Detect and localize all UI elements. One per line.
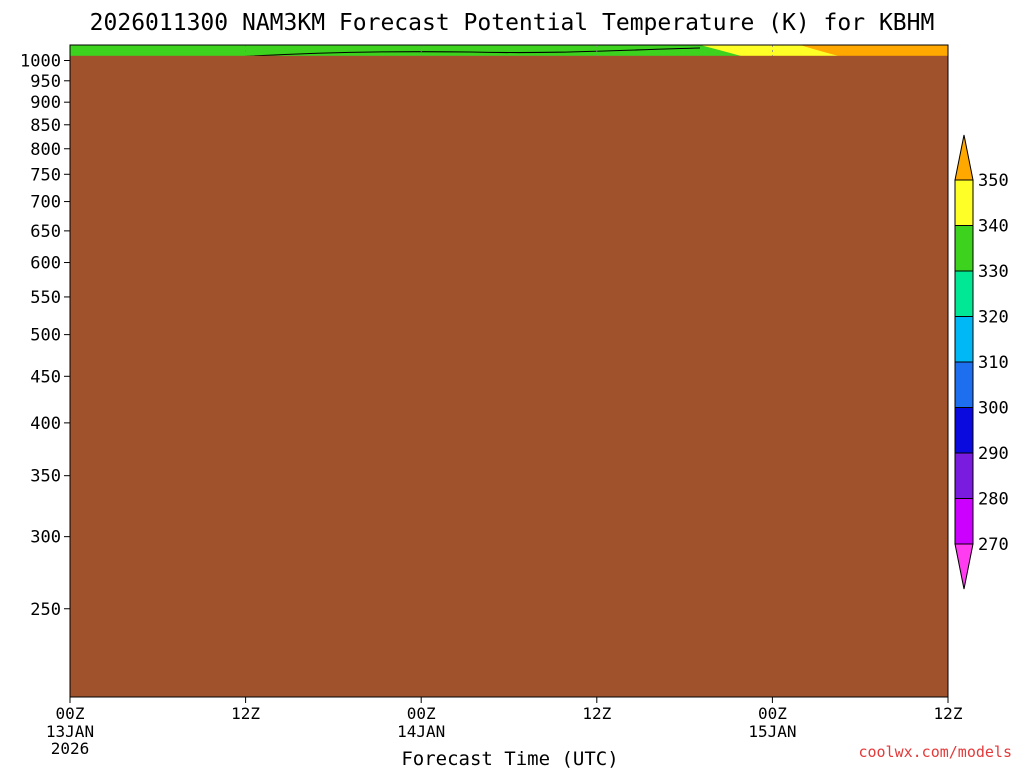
colorbar-top-arrow bbox=[954, 134, 974, 181]
colorbar-segment bbox=[954, 452, 974, 499]
colorbar-label: 330 bbox=[978, 262, 1009, 282]
y-tick-label: 650 bbox=[30, 222, 61, 242]
y-tick-label: 550 bbox=[30, 288, 61, 308]
y-tick-label: 800 bbox=[30, 140, 61, 160]
y-tick-label: 600 bbox=[30, 254, 61, 274]
y-tick-label: 250 bbox=[30, 600, 61, 620]
colorbar-segment bbox=[954, 407, 974, 454]
x-tick-label: 12Z bbox=[934, 704, 963, 723]
colorbar-label: 350 bbox=[978, 171, 1009, 191]
colorbar-segment bbox=[954, 498, 974, 545]
colorbar-label: 320 bbox=[978, 308, 1009, 328]
y-tick-label: 950 bbox=[30, 72, 61, 92]
plot-frame bbox=[69, 44, 949, 698]
plot-area: 3323283283283243243203203203163163123123… bbox=[70, 45, 948, 697]
y-axis: 250 300 350 400 450 500 550 600 650 700 750 800 850 9… bbox=[20, 52, 70, 620]
x-tick-year: 2026 bbox=[51, 739, 90, 758]
y-tick-label: 300 bbox=[30, 528, 61, 548]
x-tick-label: 12Z bbox=[582, 704, 611, 723]
colorbar-label: 300 bbox=[978, 399, 1009, 419]
colorbar-segment bbox=[954, 316, 974, 363]
colorbar-label: 290 bbox=[978, 444, 1009, 464]
colorbar-label: 310 bbox=[978, 353, 1009, 373]
colorbar-segment bbox=[954, 225, 974, 272]
colorbar-segment bbox=[954, 270, 974, 317]
colorbar-label: 280 bbox=[978, 490, 1009, 510]
y-tick-label: 350 bbox=[30, 467, 61, 487]
colorbar-segment bbox=[954, 361, 974, 408]
terrain bbox=[70, 55, 948, 697]
x-tick-label: 00Z bbox=[407, 704, 436, 723]
x-tick-date: 14JAN bbox=[397, 722, 445, 741]
colorbar-bottom-arrow bbox=[954, 543, 974, 590]
y-tick-label: 900 bbox=[30, 93, 61, 113]
y-tick-label: 750 bbox=[30, 165, 61, 185]
y-tick-label: 700 bbox=[30, 193, 61, 213]
y-tick-label: 850 bbox=[30, 116, 61, 136]
y-tick-label: 1000 bbox=[20, 52, 61, 72]
x-tick-date: 15JAN bbox=[748, 722, 796, 741]
chart-title: 2026011300 NAM3KM Forecast Potential Tem… bbox=[90, 10, 935, 36]
y-tick-label: 400 bbox=[30, 414, 61, 434]
x-tick-label: 00Z bbox=[56, 704, 85, 723]
colorbar-label: 270 bbox=[978, 535, 1009, 555]
x-axis-label: Forecast Time (UTC) bbox=[401, 748, 618, 768]
y-tick-label: 450 bbox=[30, 367, 61, 387]
credit-text: coolwx.com/models bbox=[858, 743, 1012, 761]
colorbar-segment bbox=[954, 179, 974, 226]
x-tick-label: 12Z bbox=[231, 704, 260, 723]
y-tick-label: 500 bbox=[30, 326, 61, 346]
colorbar: 270 280 290 300 310 320 330 340 350 bbox=[954, 134, 1009, 590]
x-tick-label: 00Z bbox=[758, 704, 787, 723]
x-tick-date: 13JAN bbox=[46, 722, 94, 741]
colorbar-label: 340 bbox=[978, 217, 1009, 237]
